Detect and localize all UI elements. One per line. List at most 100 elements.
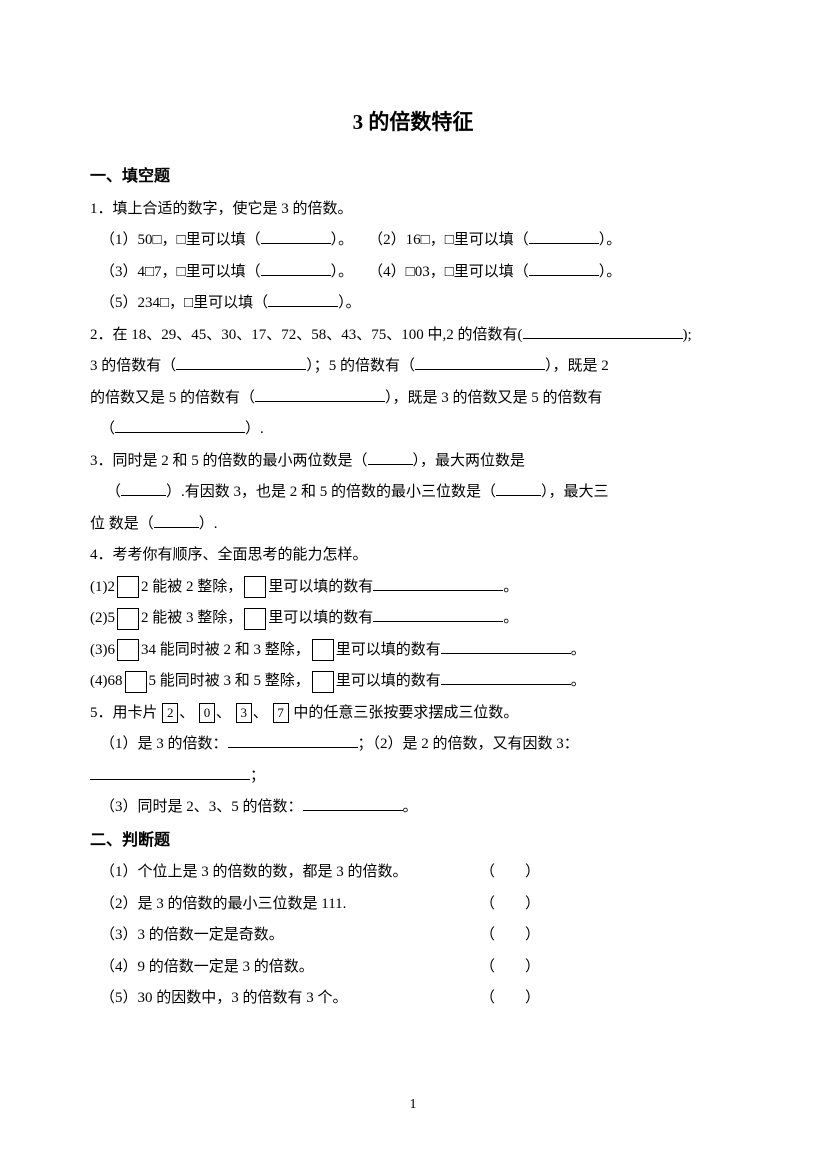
judge-item: （2）是 3 的倍数的最小三位数是 111.（ ）	[90, 889, 736, 921]
q3-t2: ），最大两位数是	[413, 453, 526, 469]
blank	[523, 324, 683, 339]
q5-p1: （1）是 3 的倍数： ；（2）是 2 的倍数，又有因数 3：	[90, 729, 736, 761]
q5-stem-a: 5．用卡片	[90, 705, 158, 721]
judge-text: （5）30 的因数中，3 的倍数有 3 个。	[100, 983, 480, 1015]
q1-p5a: （5）234□，□里可以填（	[100, 295, 268, 311]
page-title: 3 的倍数特征	[90, 100, 736, 144]
q5-p3a: （3）同时是 2、3、5 的倍数：	[100, 799, 303, 815]
q2-t6: 的倍数又是 5 的倍数有（	[90, 390, 255, 406]
q5-stem: 5．用卡片 2、 0、 3、 7 中的任意三张按要求摆成三位数。	[90, 698, 736, 730]
sep: 、	[216, 705, 231, 721]
q5-stem-b: 中的任意三张按要求摆成三位数。	[293, 705, 518, 721]
q4-p3: (3)634 能同时被 2 和 3 整除，里可以填的数有。	[90, 635, 736, 667]
q2-t5: ），既是 2	[545, 358, 609, 374]
q1-p2b: ）。	[599, 232, 622, 248]
q3-t4: ）.有因数 3，也是 2 和 5 的倍数的最小三位数是（	[166, 484, 496, 500]
q1-row3: （5）234□，□里可以填（ ）。	[90, 288, 736, 320]
q4-p1: (1)22 能被 2 整除，里可以填的数有。	[90, 572, 736, 604]
q5-p1a: （1）是 3 的倍数：	[100, 736, 228, 752]
q3-line3: 位 数是（ ）.	[90, 509, 736, 541]
q3-t3: （	[106, 484, 121, 500]
q2-line3: 的倍数又是 5 的倍数有（），既是 3 的倍数又是 5 的倍数有	[90, 383, 736, 415]
q2-line2: 3 的倍数有（ ）；5 的倍数有（ ），既是 2	[90, 351, 736, 383]
box-icon	[312, 671, 334, 693]
q2-t1: 2．在 18、29、45、30、17、72、58、43、75、100 中,2 的…	[90, 327, 523, 343]
q2-t9: ）.	[245, 421, 264, 437]
q4-p1b: 2 能被 2 整除，	[141, 579, 242, 595]
q1-stem: 1．填上合适的数字，使它是 3 的倍数。	[90, 194, 736, 226]
q2-line1: 2．在 18、29、45、30、17、72、58、43、75、100 中,2 的…	[90, 320, 736, 352]
blank	[415, 355, 545, 370]
q2-line4: （ ）.	[90, 414, 736, 446]
judge-text: （2）是 3 的倍数的最小三位数是 111.	[100, 889, 480, 921]
box-icon	[244, 608, 266, 630]
card-2: 2	[162, 703, 178, 723]
judge-item: （5）30 的因数中，3 的倍数有 3 个。（ ）	[90, 983, 736, 1015]
q4-stem: 4．考考你有顺序、全面思考的能力怎样。	[90, 540, 736, 572]
q1-row2: （3）4□7，□里可以填（）。 （4）□03，□里可以填（）。	[90, 257, 736, 289]
judge-paren: （ ）	[480, 952, 540, 984]
blank	[441, 639, 571, 654]
blank	[373, 607, 503, 622]
q1-p2a: （2）16□，□里可以填（	[368, 232, 529, 248]
card-7: 7	[273, 703, 289, 723]
blank	[261, 229, 331, 244]
blank	[529, 261, 599, 276]
q5-p2a: ；	[250, 768, 265, 784]
q1-p1a: （1）50□，□里可以填（	[100, 232, 261, 248]
blank	[261, 261, 331, 276]
q3-t6: 位 数是（	[90, 516, 154, 532]
blank	[496, 481, 541, 496]
q4-p1c: 里可以填的数有	[268, 579, 373, 595]
q1-p3a: （3）4□7，□里可以填（	[100, 264, 261, 280]
q3-t5: ），最大三	[541, 484, 609, 500]
blank	[90, 765, 250, 780]
section-2-header: 二、判断题	[90, 824, 736, 858]
blank	[255, 387, 385, 402]
q4-p2: (2)52 能被 3 整除，里可以填的数有。	[90, 603, 736, 635]
q2-t3: 3 的倍数有（	[90, 358, 176, 374]
q4-p3b: 34 能同时被 2 和 3 整除，	[141, 642, 310, 658]
q2-t4: ）；5 的倍数有（	[306, 358, 415, 374]
q3-line1: 3．同时是 2 和 5 的倍数的最小两位数是（），最大两位数是	[90, 446, 736, 478]
blank	[121, 481, 166, 496]
box-icon	[125, 671, 147, 693]
blank	[268, 292, 338, 307]
q4-p2d: 。	[503, 610, 518, 626]
card-3: 3	[236, 703, 252, 723]
q4-p4a: (4)68	[90, 673, 123, 689]
judge-item: （1）个位上是 3 的倍数的数，都是 3 的倍数。（ ）	[90, 857, 736, 889]
judge-text: （1）个位上是 3 的倍数的数，都是 3 的倍数。	[100, 857, 480, 889]
blank	[303, 796, 403, 811]
judge-item: （3）3 的倍数一定是奇数。（ ）	[90, 920, 736, 952]
q3-t7: ）.	[199, 516, 218, 532]
box-icon	[117, 576, 139, 598]
q3-line2: （ ）.有因数 3，也是 2 和 5 的倍数的最小三位数是（ ），最大三	[90, 477, 736, 509]
q5-p3b: 。	[403, 799, 418, 815]
sep: 、	[179, 705, 194, 721]
blank	[373, 576, 503, 591]
judge-paren: （ ）	[480, 920, 540, 952]
blank	[529, 229, 599, 244]
q2-t2: );	[683, 327, 692, 343]
sep: 、	[253, 705, 268, 721]
q4-p3d: 。	[571, 642, 586, 658]
q4-p4: (4)685 能同时被 3 和 5 整除，里可以填的数有。	[90, 666, 736, 698]
q5-p1b: ；（2）是 2 的倍数，又有因数 3：	[358, 736, 579, 752]
judge-text: （4）9 的倍数一定是 3 的倍数。	[100, 952, 480, 984]
page-number: 1	[0, 1090, 826, 1119]
blank	[228, 733, 358, 748]
q2-t8: （	[100, 421, 115, 437]
box-icon	[244, 576, 266, 598]
q5-p3: （3）同时是 2、3、5 的倍数： 。	[90, 792, 736, 824]
q4-p2a: (2)5	[90, 610, 115, 626]
card-0: 0	[199, 703, 215, 723]
q4-p4c: 里可以填的数有	[336, 673, 441, 689]
q4-p3a: (3)6	[90, 642, 115, 658]
judge-paren: （ ）	[480, 983, 540, 1015]
q1-row1: （1）50□，□里可以填（）。 （2）16□，□里可以填（）。	[90, 225, 736, 257]
blank	[368, 450, 413, 465]
q1-p5b: ）。	[338, 295, 361, 311]
q1-p3b: ）。	[331, 264, 354, 280]
judge-paren: （ ）	[480, 857, 540, 889]
